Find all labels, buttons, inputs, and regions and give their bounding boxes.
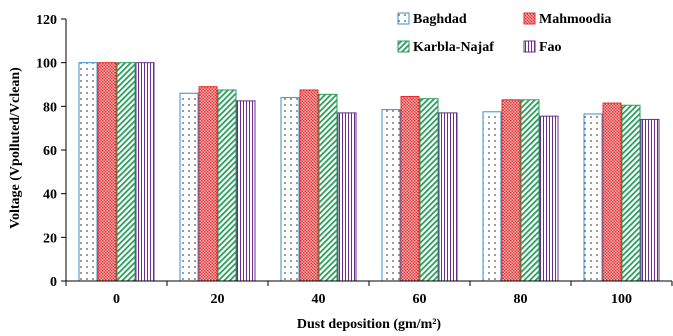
x-tick-label: 100	[611, 292, 632, 307]
bars	[78, 62, 660, 282]
y-tick-label: 100	[36, 57, 57, 72]
y-axis-title: Voltage (Vpolluted/Vclean)	[8, 67, 23, 229]
x-tick-label: 0	[113, 292, 120, 307]
x-axis-ticks: 0 20 40 60 80 100	[65, 281, 673, 307]
y-tick-label: 0	[50, 275, 57, 290]
y-tick-label: 20	[43, 231, 57, 246]
bar-fao	[640, 118, 660, 282]
bar-mahmoodia	[97, 62, 117, 282]
bar-fao	[438, 112, 458, 282]
y-tick-label: 120	[36, 13, 57, 28]
bar-baghdad	[179, 92, 199, 282]
bar-baghdad	[78, 62, 98, 282]
bar-baghdad	[280, 97, 300, 282]
bar-karbla-najaf	[318, 93, 338, 282]
legend-swatch	[397, 12, 410, 25]
legend-swatch	[523, 12, 536, 25]
y-axis-ticks: 0 20 40 60 80 100 120	[36, 13, 66, 290]
legend-label: Baghdad	[413, 12, 467, 27]
y-tick-label: 60	[43, 144, 57, 159]
x-tick-label: 40	[312, 292, 326, 307]
bar-baghdad	[482, 111, 502, 282]
bar-mahmoodia	[602, 102, 622, 282]
bar-karbla-najaf	[217, 89, 237, 282]
bar-mahmoodia	[400, 96, 420, 282]
legend-label: Karbla-Najaf	[413, 40, 494, 55]
bar-baghdad	[583, 113, 603, 282]
bar-fao	[236, 100, 256, 282]
bar-fao	[539, 115, 559, 282]
legend: Baghdad Mahmoodia Karbla-Najaf Fao	[397, 12, 611, 55]
bar-mahmoodia	[501, 99, 521, 282]
legend-label: Mahmoodia	[539, 12, 611, 27]
bar-fao	[135, 62, 155, 282]
legend-swatch	[523, 40, 536, 53]
bar-karbla-najaf	[621, 104, 641, 282]
bar-baghdad	[381, 109, 401, 282]
bar-karbla-najaf	[419, 98, 439, 282]
bar-karbla-najaf	[520, 99, 540, 282]
y-tick-label: 80	[43, 100, 57, 115]
bar-mahmoodia	[198, 86, 218, 282]
y-tick-label: 40	[43, 188, 57, 203]
x-axis-title: Dust deposition (gm/m²)	[297, 317, 442, 332]
legend-swatch	[397, 40, 410, 53]
x-tick-label: 60	[413, 292, 427, 307]
x-tick-label: 20	[211, 292, 225, 307]
bar-karbla-najaf	[116, 62, 136, 282]
bar-fao	[337, 112, 357, 282]
x-tick-label: 80	[514, 292, 528, 307]
legend-label: Fao	[539, 40, 562, 55]
bar-mahmoodia	[299, 89, 319, 282]
